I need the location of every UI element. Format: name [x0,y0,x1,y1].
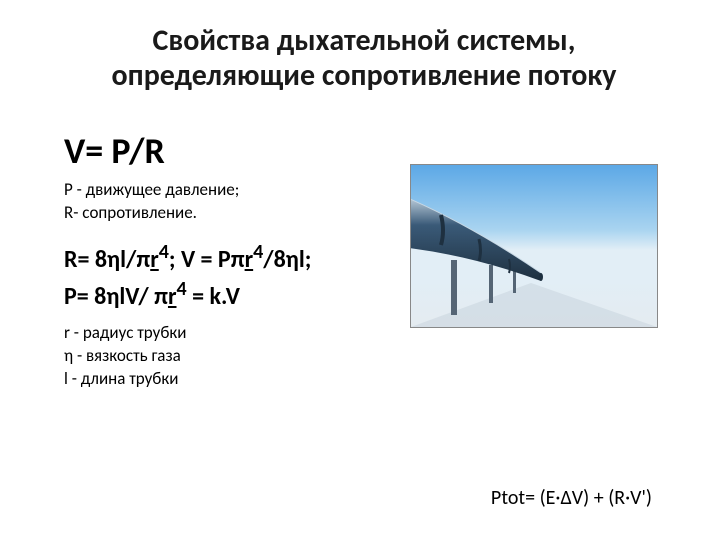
pipeline-illustration [410,164,658,328]
pipe-end [539,273,543,281]
ptot-formula: Ptot= (E·ΔV) + (R·V') [491,486,652,510]
slide-title: Свойства дыхательной системы, определяющ… [56,24,672,93]
support-1 [451,260,457,315]
support-3 [513,269,516,293]
flange-1 [441,215,443,245]
support-2 [489,265,493,303]
flange-2 [479,239,481,261]
legend-l: l - длина трубки [64,368,672,391]
legend-eta: η - вязкость газа [64,345,672,368]
flange-3 [509,259,510,273]
legend-block: r - радиус трубки η - вязкость газа l - … [64,322,672,391]
